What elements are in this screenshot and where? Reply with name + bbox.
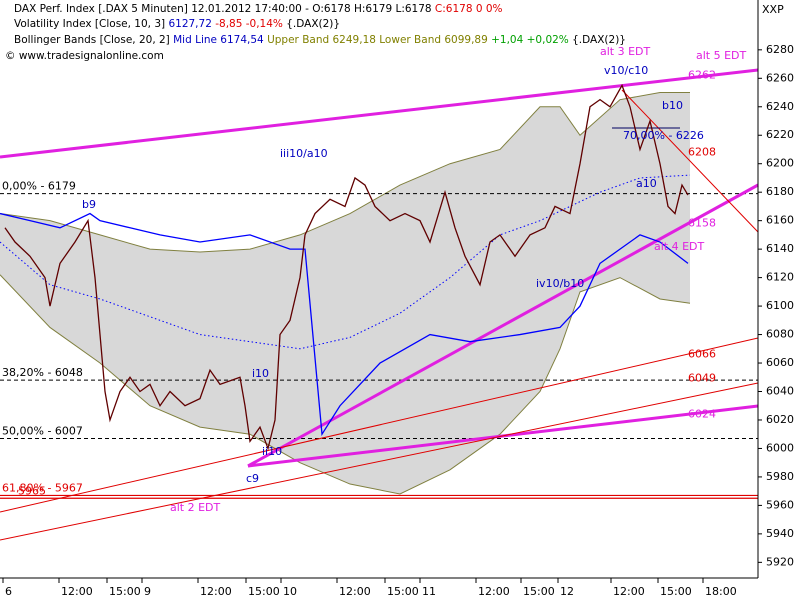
series-layer (0, 83, 691, 451)
header-line: © www.tradesignalonline.com (5, 50, 164, 62)
header-part: {.DAX(2)} (286, 18, 340, 30)
x-tick-label: 12:00 (613, 585, 645, 598)
trend-line (0, 337, 759, 513)
x-tick-label: 15:00 (248, 585, 280, 598)
series-line (0, 212, 689, 437)
x-tick-label: 11 (422, 585, 436, 598)
header-line: Volatility Index [Close, 10, 3] 6127,72 … (14, 18, 340, 30)
header-part: {.DAX(2)} (572, 34, 626, 46)
annotation: iii10/a10 (280, 147, 328, 160)
series-line (4, 83, 689, 451)
annotation: 70,00% - 6226 (623, 129, 704, 142)
header-part: C:6178 0 0% (435, 3, 503, 15)
x-tick-label: 18:00 (705, 585, 737, 598)
level-label: 5965 (18, 484, 46, 497)
header-part: Volatility Index [Close, 10, 3] (14, 18, 168, 30)
label-layer: 5920594059605980600060206040606060806100… (2, 43, 794, 598)
annotation: v10/c10 (604, 64, 648, 77)
annotation: alt 5 EDT (696, 49, 747, 62)
y-tick-label: 6060 (766, 356, 794, 369)
header-part: © www.tradesignalonline.com (5, 50, 164, 62)
x-tick-label: 12:00 (478, 585, 510, 598)
level-label: 50,00% - 6007 (2, 424, 83, 437)
line-end-label: 6208 (688, 145, 716, 158)
y-tick-label: 5980 (766, 470, 794, 483)
x-tick-label: 15:00 (660, 585, 692, 598)
line-end-label: 6049 (688, 372, 716, 385)
level-label: 38,20% - 6048 (2, 366, 83, 379)
y-tick-label: 6140 (766, 242, 794, 255)
y-tick-label: 5960 (766, 498, 794, 511)
y-tick-label: 6200 (766, 157, 794, 170)
y-tick-label: 6280 (766, 43, 794, 56)
annotation: iv10/b10 (536, 277, 584, 290)
x-tick-label: 12 (560, 585, 574, 598)
x-tick-label: 15:00 (523, 585, 555, 598)
level-label: 0,00% - 6179 (2, 180, 76, 193)
line-end-label: 6262 (688, 68, 716, 81)
y-tick-label: 6220 (766, 128, 794, 141)
annotation: alt 3 EDT (600, 45, 651, 58)
bollinger-band-lower (0, 274, 691, 495)
y-tick-label: 5920 (766, 555, 794, 568)
trend-lines (0, 68, 759, 541)
grid-layer (0, 49, 762, 583)
y-tick-label: 6040 (766, 385, 794, 398)
y-tick-label: 5940 (766, 527, 794, 540)
header-line: DAX Perf. Index [.DAX 5 Minuten] 12.01.2… (14, 3, 503, 15)
header-part: -8,85 -0,14% (215, 18, 286, 30)
trend-line (247, 183, 759, 468)
y-tick-label: 6240 (766, 100, 794, 113)
y-tick-label: 6180 (766, 185, 794, 198)
line-end-label: 6024 (688, 407, 716, 420)
header-part: Mid Line 6174,54 (173, 34, 267, 46)
x-tick-label: 12:00 (61, 585, 93, 598)
x-tick-label: 15:00 (109, 585, 141, 598)
trend-line (0, 382, 759, 541)
x-tick-label: 9 (144, 585, 151, 598)
x-tick-label: 12:00 (200, 585, 232, 598)
annotation: b10 (662, 99, 683, 112)
annotation: a10 (636, 177, 657, 190)
y-tick-label: 6160 (766, 214, 794, 227)
x-tick-label: 10 (283, 585, 297, 598)
y-tick-label: 6000 (766, 441, 794, 454)
header-line: Bollinger Bands [Close, 20, 2] Mid Line … (14, 34, 626, 46)
header-part: 6127,72 (168, 18, 215, 30)
trend-line (0, 68, 759, 159)
line-end-label: 6158 (688, 217, 716, 230)
header-part: Upper Band 6249,18 Lower Band 6099,89 (267, 34, 491, 46)
header-part: Bollinger Bands [Close, 20, 2] (14, 34, 173, 46)
x-tick-label: 6 (5, 585, 12, 598)
header-part: DAX Perf. Index [.DAX 5 Minuten] 12.01.2… (14, 3, 435, 15)
annotation: alt 4 EDT (654, 240, 705, 253)
y-tick-label: 6260 (766, 71, 794, 84)
header-part: +1,04 +0,02% (491, 34, 572, 46)
annotation: alt 2 EDT (170, 501, 221, 514)
trend-line (621, 89, 759, 233)
bollinger-band-upper (0, 92, 690, 253)
annotation: c9 (246, 472, 259, 485)
y-tick-label: 6120 (766, 271, 794, 284)
level-label: 61,80% - 5967 (2, 481, 83, 494)
annotation: i10 (252, 367, 269, 380)
x-tick-label: 12:00 (339, 585, 371, 598)
y-tick-label: 6020 (766, 413, 794, 426)
y-axis-title: XXP (762, 3, 784, 16)
y-tick-label: 6100 (766, 299, 794, 312)
y-tick-label: 6080 (766, 328, 794, 341)
annotation: ii10 (262, 445, 282, 458)
line-end-label: 6066 (688, 347, 716, 360)
annotation: b9 (82, 198, 96, 211)
x-tick-label: 15:00 (387, 585, 419, 598)
